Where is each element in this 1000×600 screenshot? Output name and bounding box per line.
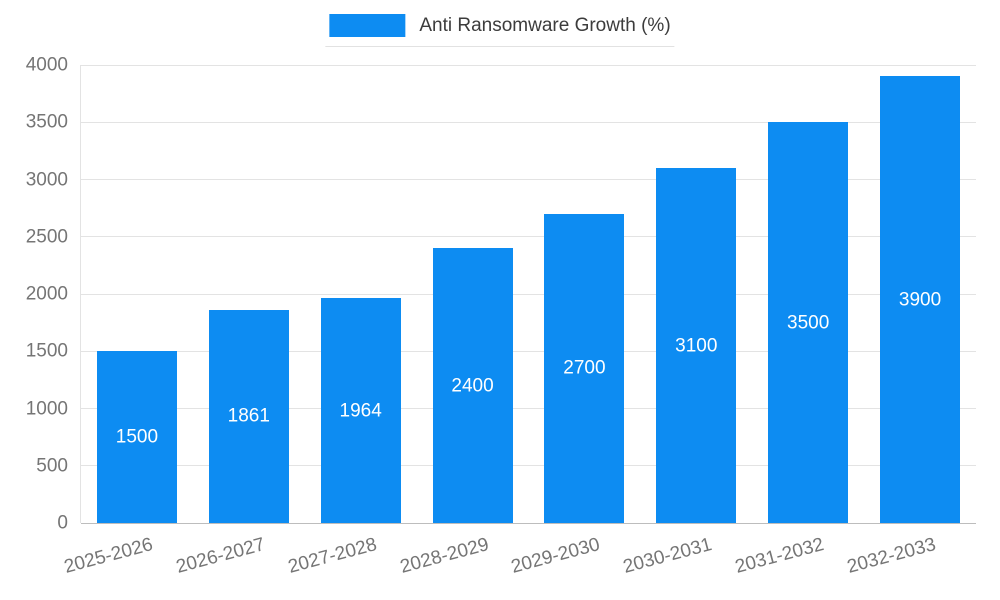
bar-value-label: 1964 bbox=[339, 400, 382, 422]
bar-value-label: 3100 bbox=[675, 335, 718, 357]
bar-value-label: 1861 bbox=[227, 405, 270, 427]
x-axis-label: 2030-2031 bbox=[621, 534, 715, 578]
gridline bbox=[81, 179, 976, 180]
y-axis-label: 1500 bbox=[25, 340, 68, 362]
x-axis-label: 2032-2033 bbox=[845, 534, 939, 578]
x-axis-label: 2025-2026 bbox=[61, 534, 156, 578]
bar[interactable]: 1964 bbox=[320, 298, 401, 523]
gridline bbox=[81, 408, 976, 409]
x-axis-label: 2027-2028 bbox=[285, 534, 379, 578]
bar-value-label: 3500 bbox=[787, 312, 830, 334]
bar[interactable]: 2700 bbox=[544, 213, 625, 523]
y-axis-label: 2000 bbox=[25, 283, 68, 305]
x-axis-label: 2028-2029 bbox=[397, 534, 491, 578]
bar[interactable]: 3900 bbox=[880, 76, 961, 523]
bar[interactable]: 1861 bbox=[208, 309, 289, 523]
bar[interactable]: 2400 bbox=[432, 248, 513, 523]
x-axis-label: 2029-2030 bbox=[509, 534, 603, 578]
legend-label: Anti Ransomware Growth (%) bbox=[419, 14, 671, 36]
gridline bbox=[81, 236, 976, 238]
gridline bbox=[81, 64, 976, 66]
y-axis-label: 1000 bbox=[25, 398, 68, 419]
y-axis-label: 500 bbox=[36, 455, 68, 477]
legend-swatch bbox=[329, 14, 406, 37]
y-axis-label: 4000 bbox=[25, 54, 68, 76]
x-axis-label: 2026-2027 bbox=[173, 534, 267, 578]
y-axis-label: 0 bbox=[57, 512, 68, 534]
bar[interactable]: 3500 bbox=[768, 122, 849, 523]
bar-value-label: 2400 bbox=[451, 375, 494, 397]
y-axis-label: 2500 bbox=[25, 226, 68, 248]
y-axis-label: 3000 bbox=[25, 169, 68, 190]
bar[interactable]: 3100 bbox=[656, 168, 737, 523]
bar[interactable]: 1500 bbox=[96, 351, 177, 523]
gridline bbox=[81, 293, 976, 295]
y-axis-label: 3500 bbox=[25, 111, 68, 133]
bar-value-label: 3900 bbox=[898, 289, 942, 311]
chart-legend[interactable]: Anti Ransomware Growth (%) bbox=[325, 12, 675, 47]
gridline bbox=[81, 465, 976, 467]
bar-value-label: 2700 bbox=[563, 357, 606, 379]
gridline bbox=[81, 350, 976, 352]
gridline bbox=[81, 121, 976, 123]
bar-value-label: 1500 bbox=[115, 426, 159, 448]
x-axis-label: 2031-2032 bbox=[733, 534, 827, 578]
plot-area: 1500 1861 1964 2400 2700 3100 3500 3900 bbox=[80, 64, 976, 524]
x-axis-line bbox=[81, 522, 976, 524]
